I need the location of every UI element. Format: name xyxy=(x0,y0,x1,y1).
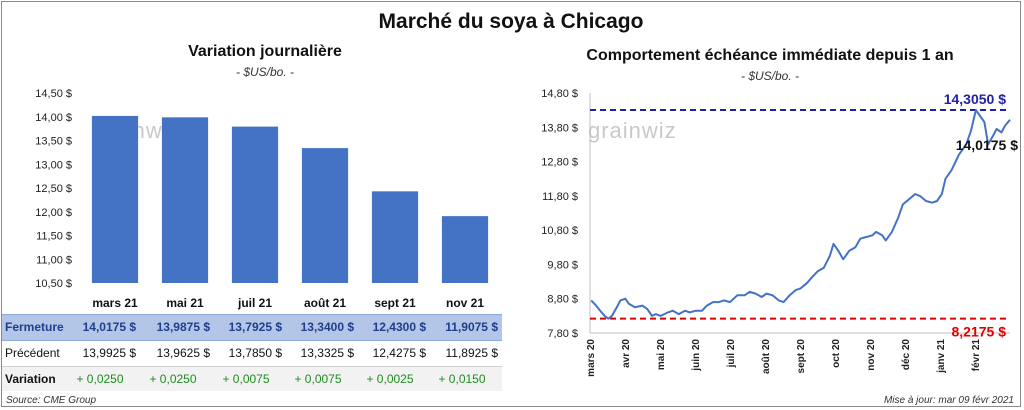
x-tick-label: juil 21 xyxy=(237,296,272,310)
high-value-label: 14,3050 $ xyxy=(944,91,1006,107)
x-tick-label: sept 20 xyxy=(796,339,807,374)
y-tick-label: 9,80 $ xyxy=(547,259,578,271)
x-tick-label: juin 20 xyxy=(691,339,702,372)
table-cell: 13,9875 $ xyxy=(156,320,210,334)
table-cell: 13,7850 $ xyxy=(228,346,282,360)
table-cell: + 0,0075 xyxy=(294,372,342,386)
x-tick-label: nov 21 xyxy=(446,296,484,310)
table-label-precedent: Précédent xyxy=(5,346,60,360)
watermark-right: grainwiz xyxy=(588,118,677,143)
table-row-fermeture-band xyxy=(2,314,502,341)
y-tick-label: 14,80 $ xyxy=(541,88,578,100)
bar xyxy=(231,126,279,283)
y-tick-label: 11,00 $ xyxy=(36,254,72,266)
bar-chart-unit: - $US/bo. - xyxy=(235,65,295,79)
x-tick-label: sept 21 xyxy=(374,296,416,310)
x-tick-label: oct 20 xyxy=(831,339,842,368)
y-tick-label: 12,50 $ xyxy=(35,183,72,195)
table-cell: 13,9925 $ xyxy=(82,346,136,360)
y-tick-label: 13,00 $ xyxy=(35,159,72,171)
table-cell: + 0,0250 xyxy=(76,372,124,386)
x-tick-label: mars 21 xyxy=(92,296,138,310)
last-value-label: 14,0175 $ xyxy=(956,137,1018,153)
table-cell: 13,7925 $ xyxy=(228,320,282,334)
y-tick-label: 11,80 $ xyxy=(542,191,578,203)
line-chart-unit: - $US/bo. - xyxy=(740,69,800,83)
table-row-variation-band xyxy=(2,366,502,391)
x-tick-label: nov 20 xyxy=(866,339,877,371)
y-tick-label: 11,50 $ xyxy=(36,231,72,243)
table-cell: 13,3325 $ xyxy=(300,346,354,360)
x-tick-label: avr 20 xyxy=(621,339,632,368)
y-tick-label: 10,50 $ xyxy=(35,278,72,290)
y-tick-label: 14,00 $ xyxy=(35,112,72,124)
y-tick-label: 10,80 $ xyxy=(541,225,578,237)
x-tick-label: janv 21 xyxy=(936,339,947,374)
y-tick-label: 13,80 $ xyxy=(541,122,578,134)
x-tick-label: mai 20 xyxy=(656,339,667,371)
table-cell: + 0,0150 xyxy=(438,372,486,386)
bar-chart-title: Variation journalière xyxy=(188,43,342,60)
source-note: Source: CME Group xyxy=(6,395,97,406)
low-value-label: 8,2175 $ xyxy=(952,324,1007,340)
table-cell: 13,3400 $ xyxy=(300,320,354,334)
table-label-variation: Variation xyxy=(5,372,56,386)
table-cell: + 0,0250 xyxy=(149,372,197,386)
y-tick-label: 13,50 $ xyxy=(35,136,72,148)
table-cell: 11,9075 $ xyxy=(445,320,498,334)
y-tick-label: 7,80 $ xyxy=(547,328,578,340)
y-tick-label: 12,80 $ xyxy=(541,157,578,169)
bar xyxy=(301,148,349,283)
bar xyxy=(371,191,419,283)
table-cell: + 0,0025 xyxy=(366,372,414,386)
x-tick-label: août 21 xyxy=(304,296,346,310)
price-line xyxy=(590,109,1011,320)
table-label-fermeture: Fermeture xyxy=(5,320,64,334)
y-tick-label: 8,80 $ xyxy=(547,294,578,306)
table-cell: 13,9625 $ xyxy=(156,346,210,360)
bar-chart: 10,50 $ 11,00 $ 11,50 $ 12,00 $ 12,50 $ 13,00… xyxy=(35,88,489,310)
y-tick-label: 12,00 $ xyxy=(35,207,72,219)
x-tick-label: déc 20 xyxy=(901,339,912,371)
line-chart-title: Comportement échéance immédiate depuis 1… xyxy=(586,47,954,64)
main-title: Marché du soya à Chicago xyxy=(378,10,644,33)
x-tick-label: août 20 xyxy=(761,339,772,374)
y-tick-label: 14,50 $ xyxy=(35,88,72,100)
x-tick-label: juil 20 xyxy=(726,339,737,369)
table-cell: + 0,0075 xyxy=(222,372,270,386)
table-cell: 14,0175 $ xyxy=(82,320,136,334)
bar xyxy=(91,115,139,283)
table-cell: 11,8925 $ xyxy=(445,346,499,360)
table-cell: 12,4300 $ xyxy=(372,320,426,334)
bar xyxy=(441,216,489,283)
x-tick-label: mars 20 xyxy=(586,339,597,377)
x-tick-label: févr 21 xyxy=(971,339,982,372)
table-cell: 12,4275 $ xyxy=(372,346,426,360)
bar xyxy=(161,117,209,283)
line-chart: 7,80 $ 8,80 $ 9,80 $ 10,80 $ 11,80 $ 12,80 $ 1… xyxy=(541,88,1018,377)
x-tick-label: mai 21 xyxy=(166,296,204,310)
update-note: Mise à jour: mar 09 févr 2021 xyxy=(883,395,1014,406)
